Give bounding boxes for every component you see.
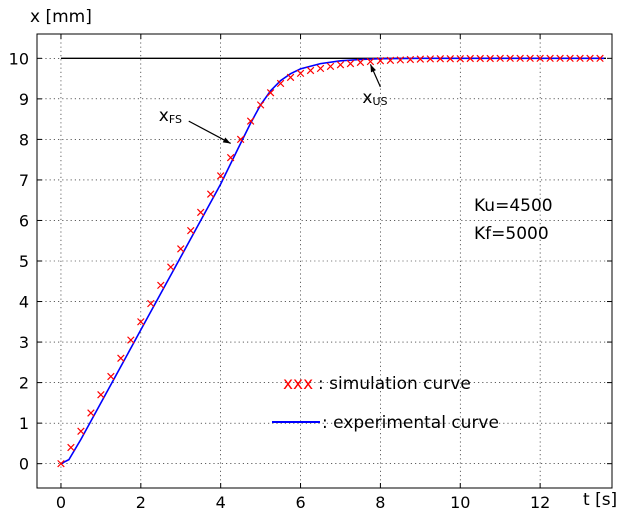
legend-symbol-simulation: xxx: [283, 374, 313, 394]
simulation-point: [576, 54, 584, 63]
y-axis-label: x [mm]: [30, 7, 92, 27]
simulation-point: [296, 69, 305, 78]
y-tick-label: 5: [19, 252, 29, 271]
simulation-point: [87, 409, 95, 417]
y-tick-label: 2: [19, 374, 29, 393]
param-ku: Ku=4500: [474, 196, 553, 216]
simulation-point: [416, 55, 425, 63]
x-tick-label: 12: [530, 493, 550, 512]
simulation-point: [506, 54, 514, 63]
simulation-point: [147, 299, 155, 308]
annotation-arrowhead: [222, 137, 231, 144]
simulation-point: [157, 281, 165, 290]
y-tick-label: 7: [19, 171, 29, 190]
series-simulation-curve: [57, 54, 604, 468]
y-tick-label: 0: [19, 455, 29, 474]
simulation-point: [456, 55, 464, 63]
simulation-point: [396, 56, 405, 64]
y-tick-label: 4: [19, 293, 29, 312]
simulation-point: [216, 172, 225, 180]
simulation-point: [466, 54, 474, 63]
simulation-point: [306, 66, 315, 75]
simulation-point: [366, 57, 375, 66]
simulation-point: [97, 391, 105, 399]
simulation-point: [236, 135, 245, 144]
y-tick-label: 3: [19, 333, 29, 352]
legend-label-simulation: : simulation curve: [318, 374, 471, 394]
x-tick-label: 6: [295, 493, 305, 512]
simulation-point: [226, 153, 235, 162]
simulation-point: [436, 55, 445, 63]
simulation-point: [206, 190, 215, 198]
simulation-point: [596, 54, 604, 63]
legend-label-experimental: : experimental curve: [322, 413, 499, 433]
y-tick-label: 6: [19, 211, 29, 230]
simulation-point: [566, 54, 574, 63]
simulation-point: [516, 54, 524, 63]
simulation-point: [336, 61, 345, 69]
annotation-arrow: [188, 120, 231, 144]
simulation-point: [77, 427, 85, 435]
simulation-point: [137, 318, 145, 326]
y-tick-label: 8: [19, 130, 29, 149]
y-tick-label: 1: [19, 414, 29, 433]
simulation-point: [546, 54, 554, 63]
simulation-point: [107, 372, 115, 381]
simulation-point: [476, 54, 484, 63]
x-tick-label: 4: [216, 493, 226, 512]
simulation-point: [266, 89, 275, 97]
simulation-point: [177, 245, 185, 253]
simulation-point: [276, 79, 285, 88]
series-layer: [57, 54, 606, 468]
simulation-point: [536, 54, 544, 63]
legend: xxx : simulation curve : experimental cu…: [272, 374, 499, 433]
simulation-point: [446, 55, 455, 63]
simulation-point: [67, 443, 75, 452]
param-kf: Kf=5000: [474, 224, 549, 244]
simulation-point: [57, 459, 65, 468]
simulation-point: [326, 62, 335, 71]
simulation-point: [286, 73, 295, 82]
y-tick-label: 10: [9, 49, 29, 68]
simulation-point: [526, 54, 534, 63]
simulation-point: [246, 117, 255, 125]
annotation-subscript: US: [372, 95, 387, 108]
annotation-arrowhead: [370, 64, 376, 73]
simulation-point: [486, 54, 494, 63]
simulation-point: [356, 58, 365, 67]
simulation-point: [346, 59, 355, 68]
x-tick-label: 8: [375, 493, 385, 512]
simulation-point: [117, 354, 125, 363]
x-tick-label: 0: [56, 493, 66, 512]
simulation-point: [187, 226, 195, 235]
simulation-point: [586, 54, 594, 63]
simulation-point: [426, 55, 435, 63]
x-axis-label: t [s]: [583, 490, 617, 510]
y-tick-label: 9: [19, 90, 29, 109]
simulation-point: [406, 55, 415, 64]
series-experimental-curve: [60, 57, 604, 465]
simulation-point: [316, 64, 325, 73]
simulation-point: [376, 57, 385, 65]
simulation-point: [386, 56, 395, 65]
simulation-point: [556, 54, 564, 63]
simulation-point: [256, 101, 265, 109]
simulation-point: [127, 336, 135, 344]
simulation-point: [496, 54, 504, 63]
simulation-point: [196, 208, 205, 217]
x-tick-label: 10: [450, 493, 470, 512]
annotation-subscript: FS: [169, 113, 182, 126]
simulation-point: [167, 263, 175, 271]
x-tick-label: 2: [136, 493, 146, 512]
